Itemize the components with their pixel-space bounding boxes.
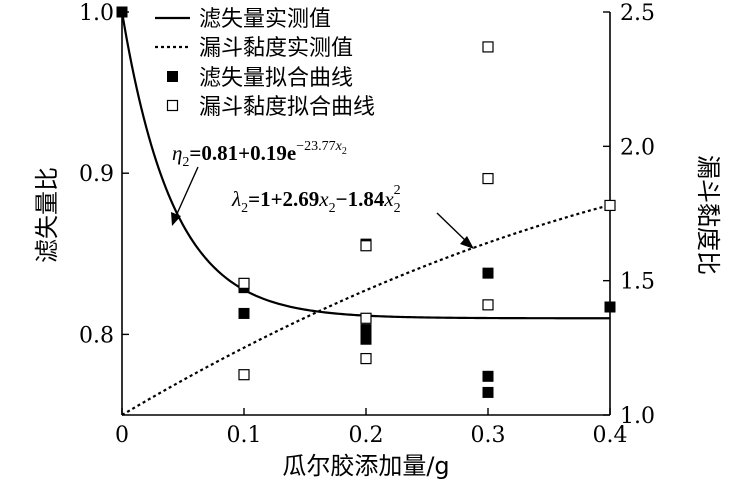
lambda-x2: x [383,187,394,211]
y-right-tick-label: 2.0 [620,135,655,160]
open-square-marker [604,199,616,212]
open-square-marker [360,352,372,365]
x-tick-label: 0.1 [227,423,262,448]
eta-pointer [175,166,199,217]
y-right-tick-label: 1.0 [620,404,655,429]
y-left-tick-label: 0.9 [79,162,114,187]
eta-exp: −23.77 [296,139,335,154]
y-right-tick-label: 1.5 [620,270,655,295]
eta-expsub: 2 [342,146,347,157]
legend-marker-filled-square [167,71,178,82]
lambda-equation: λ2=1+2.69x2−1.84x22 [231,183,401,216]
eta-var: η [172,141,182,165]
x-tick-label: 0.2 [349,423,384,448]
funnel-viscosity-curve [121,203,611,416]
open-square-marker [482,41,494,53]
legend-label-2: 漏斗黏度实测值 [199,36,353,61]
open-square-marker [360,312,372,324]
lambda-pointer [436,212,468,243]
x-axis-title: 瓜尔胶添加量/g [282,452,449,480]
lambda-x2sup: 2 [394,183,401,198]
eta-sub: 2 [182,155,189,170]
legend: 滤失量实测值 漏斗黏度实测值 滤失量拟合曲线 漏斗黏度拟合曲线 [155,7,375,120]
legend-marker-open-square [166,99,179,112]
filled-square-marker [360,333,372,345]
x-tick-label: 0 [115,423,129,448]
eta-equation-annotation: η2=0.81+0.19e−23.77x2 [171,139,347,226]
filled-square-marker [360,324,372,336]
filled-square-marker [238,307,250,319]
legend-label-4: 漏斗黏度拟合曲线 [199,95,375,120]
filled-square-marker [482,386,494,398]
axis-ticks: 0 0.1 0.2 0.3 0.4 0.8 0.9 1.0 1.0 1.5 2.0 2.5 [79,1,655,448]
filled-square-marker [482,370,494,382]
lambda-pointer-arrowhead [460,236,474,249]
legend-label-1: 滤失量实测值 [199,7,331,32]
lambda-sub: 2 [241,201,248,216]
filled-square-marker [604,301,616,313]
y-right-tick-label: 2.5 [620,1,655,26]
x-tick-label: 0.4 [593,423,628,448]
lambda-body1: =1+2.69 [248,187,319,211]
open-square-marker [360,240,372,252]
lambda-equation-annotation: λ2=1+2.69x2−1.84x22 [231,183,474,249]
open-square-marker [482,172,494,185]
lambda-var: λ [231,187,241,211]
open-square-marker [238,369,250,381]
y-left-tick-label: 1.0 [79,1,114,26]
lambda-x2sub: 2 [394,201,401,216]
lambda-body2: −1.84 [336,187,385,211]
legend-label-3: 滤失量拟合曲线 [199,66,353,91]
lambda-x1: x [318,187,329,211]
filled-square-marker [482,267,494,279]
eta-pointer-arrowhead [171,212,181,226]
y-left-axis-title: 滤失量比 [33,167,61,263]
open-square-marker [482,299,494,311]
open-square-marker [238,277,250,289]
y-right-axis-title: 漏斗黏度比 [694,155,722,275]
eta-equation: η2=0.81+0.19e−23.77x2 [172,139,347,170]
y-left-tick-label: 0.8 [79,323,114,348]
eta-expvar: x [335,139,343,154]
x-tick-label: 0.3 [471,423,506,448]
lambda-x1sub: 2 [329,201,336,216]
eta-body: =0.81+0.19e [189,141,296,165]
filtration-loss-curve [120,11,610,320]
